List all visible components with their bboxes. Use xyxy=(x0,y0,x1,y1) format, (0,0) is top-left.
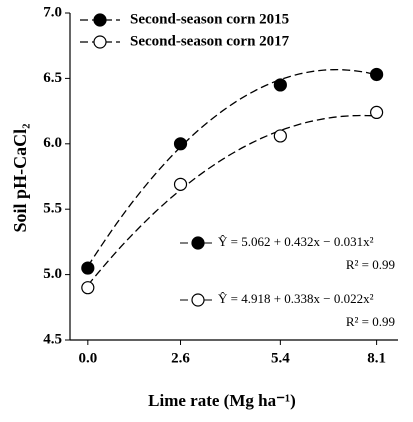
y-tick-label: 4.5 xyxy=(43,331,62,347)
x-axis-label: Lime rate (Mg ha⁻¹) xyxy=(148,391,296,410)
data-point xyxy=(173,177,188,191)
x-tick-label: 8.1 xyxy=(367,350,386,366)
fit-curve xyxy=(87,68,377,267)
data-point xyxy=(81,261,95,275)
legend-marker xyxy=(93,13,107,27)
y-axis-label: Soil pH-CaCl₂ xyxy=(10,124,30,233)
annotation-marker xyxy=(191,236,205,250)
data-point xyxy=(370,105,384,120)
y-tick-label: 7.0 xyxy=(43,4,62,20)
data-point xyxy=(173,137,188,151)
fit-curve xyxy=(87,114,377,286)
annotation-marker xyxy=(191,293,205,307)
legend-label: Second-season corn 2017 xyxy=(130,33,290,49)
legend-marker xyxy=(93,35,107,49)
y-tick-label: 6.5 xyxy=(43,70,62,86)
y-tick-label: 5.5 xyxy=(43,201,62,217)
y-tick-label: 6.0 xyxy=(43,135,62,151)
equation: Ŷ = 5.062 + 0.432x − 0.031x² xyxy=(218,234,374,249)
r-squared: R² = 0.99 xyxy=(346,314,395,329)
y-tick-label: 5.0 xyxy=(43,266,62,282)
legend-label: Second-season corn 2015 xyxy=(130,11,289,27)
x-tick-label: 5.4 xyxy=(271,350,290,366)
r-squared: R² = 0.99 xyxy=(346,257,395,272)
data-point xyxy=(81,281,95,295)
x-tick-label: 2.6 xyxy=(171,350,190,366)
data-point xyxy=(273,78,287,92)
x-tick-label: 0.0 xyxy=(78,350,97,366)
data-point xyxy=(370,67,384,82)
data-point xyxy=(273,129,287,143)
equation: Ŷ = 4.918 + 0.338x − 0.022x² xyxy=(218,291,374,306)
